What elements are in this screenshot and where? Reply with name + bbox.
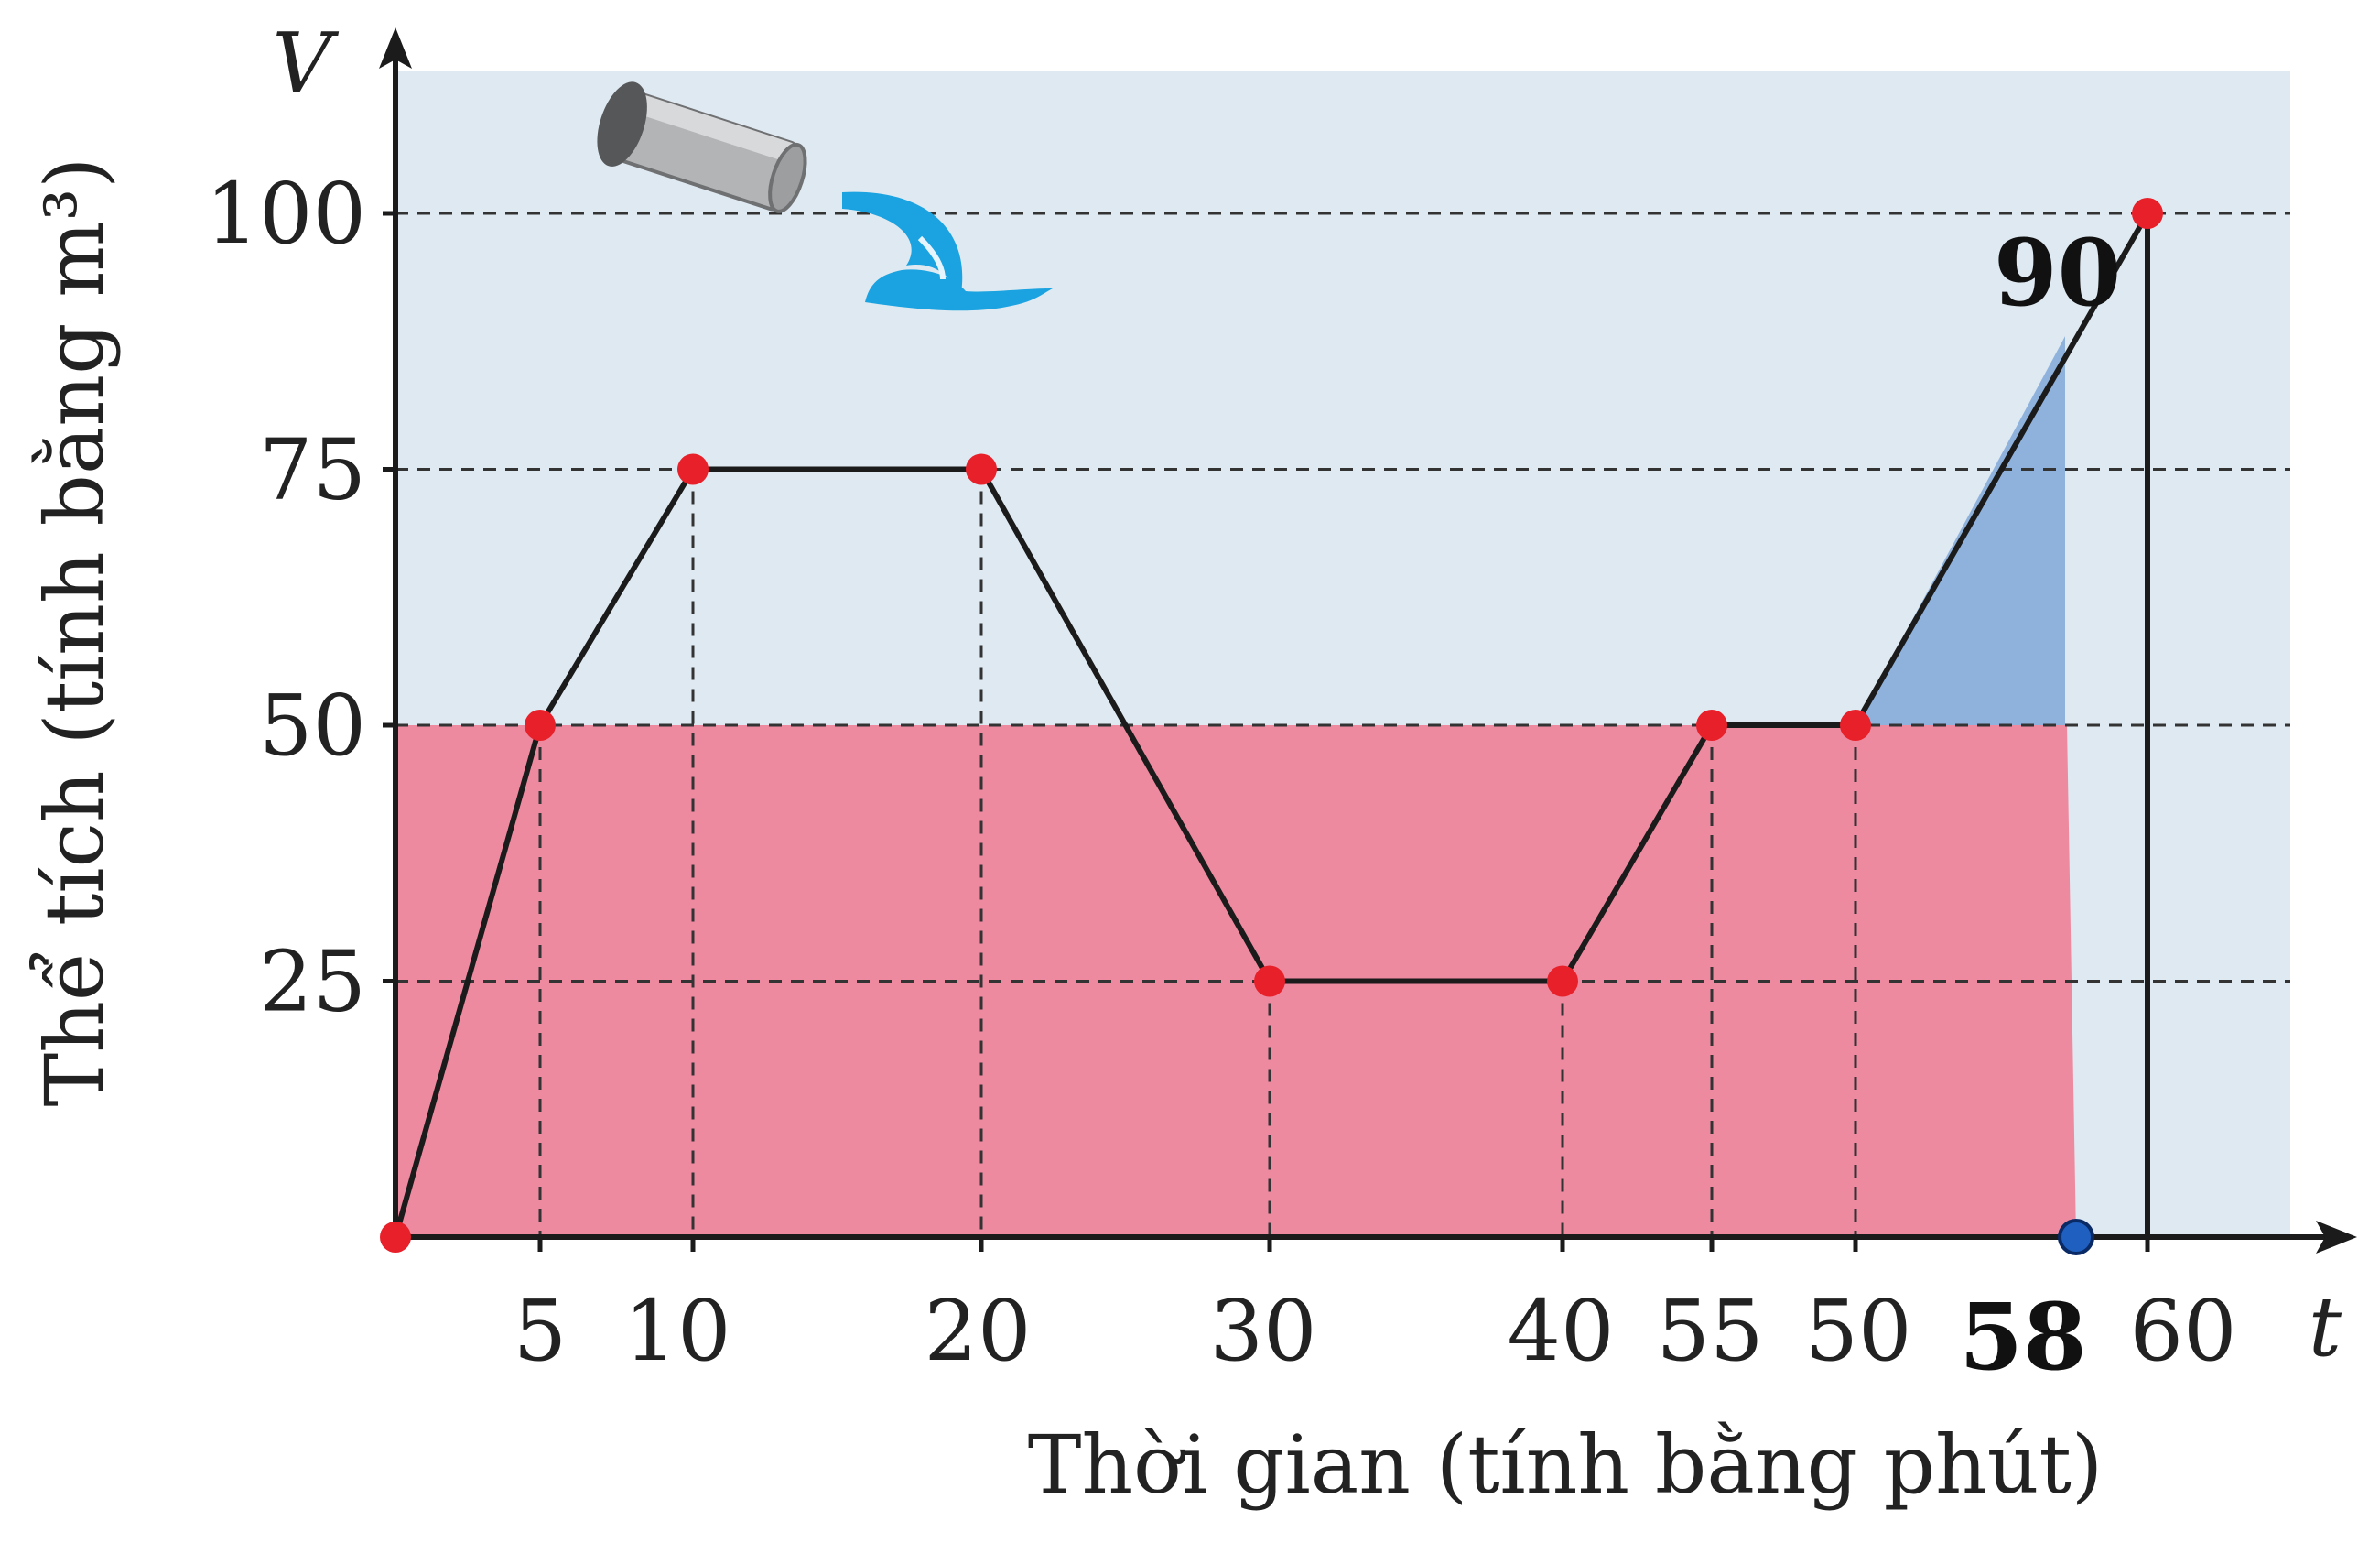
y-axis-arrow xyxy=(379,27,412,69)
annotation-58: 58 xyxy=(1959,1283,2086,1391)
x-tick-label: 20 xyxy=(924,1282,1031,1380)
data-point xyxy=(525,710,556,741)
data-point xyxy=(1696,710,1727,741)
data-point xyxy=(1254,965,1285,997)
x-tick-label: 60 xyxy=(2129,1282,2236,1380)
data-point xyxy=(677,453,709,485)
data-point xyxy=(1547,965,1578,997)
x-tick-label: 10 xyxy=(623,1282,730,1380)
x-tick-label: 40 xyxy=(1507,1282,1614,1380)
x-axis-label: Thời gian (tính bằng phút) xyxy=(1028,1417,2103,1512)
y-tick-label: 25 xyxy=(259,933,366,1031)
x-tick-label: 50 xyxy=(1804,1282,1911,1380)
marker-point xyxy=(2058,1219,2094,1255)
y-tick-label: 50 xyxy=(259,677,366,775)
annotation-90: 90 xyxy=(1994,219,2121,327)
y-tick-label: 75 xyxy=(259,421,366,519)
x-tick-label: 5 xyxy=(514,1282,568,1380)
x-tick-label: 30 xyxy=(1209,1282,1316,1380)
water-pipe-icon xyxy=(597,81,1053,311)
data-point xyxy=(966,453,997,485)
data-point xyxy=(2132,198,2163,229)
data-point xyxy=(1840,710,1871,741)
x-axis-arrow xyxy=(2316,1221,2357,1254)
y-axis-label: Thể tích (tính bằng m³) xyxy=(27,157,122,1107)
x-tick-label: 55 xyxy=(1656,1282,1763,1380)
x-axis-name: t xyxy=(2309,1279,2342,1375)
y-tick-label: 100 xyxy=(205,165,366,263)
y-axis-name: V xyxy=(273,16,340,112)
data-point xyxy=(380,1222,411,1253)
